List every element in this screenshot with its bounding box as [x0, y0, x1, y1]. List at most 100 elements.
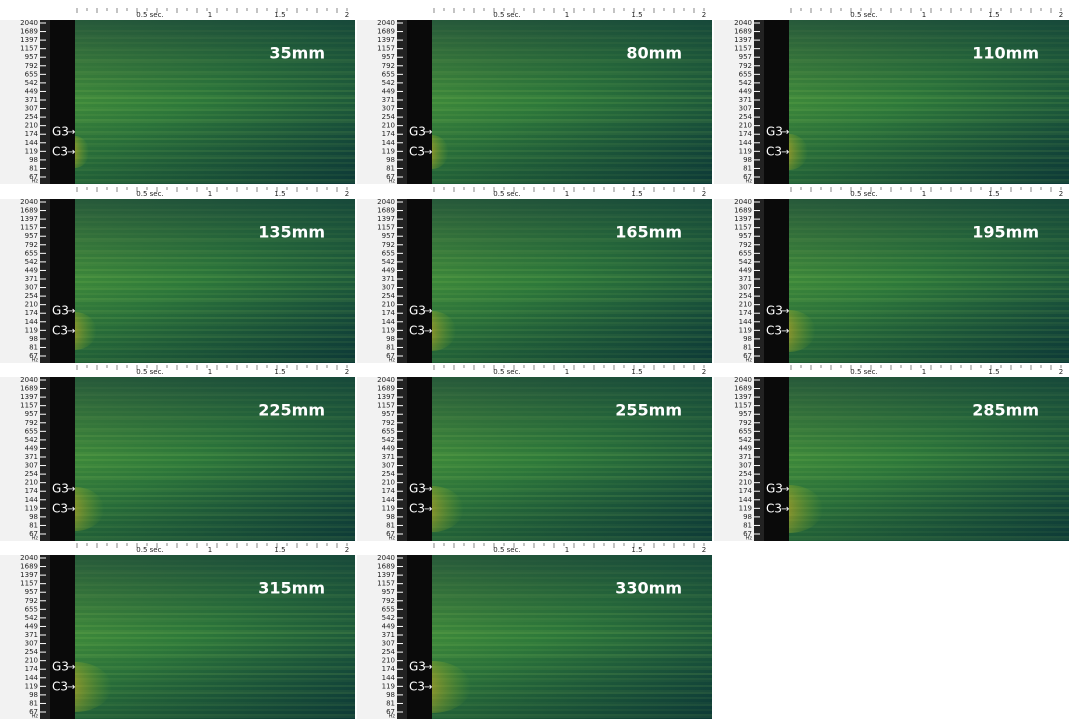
freq-tick-label: 371 [739, 453, 752, 461]
freq-tick-label: 81 [386, 521, 395, 529]
time-tick-label: 1 [922, 190, 926, 198]
time-tick-label: 0.5 sec. [850, 11, 877, 19]
panel-label: 330mm [615, 579, 682, 598]
note-marker: C3 [52, 145, 68, 159]
time-tick-label: 2 [345, 368, 349, 376]
freq-tick-label: 307 [25, 284, 38, 292]
freq-tick-label: 655 [739, 70, 752, 78]
time-tick-label: 1 [208, 190, 212, 198]
freq-tick-label: 792 [382, 419, 395, 427]
marker-strip [764, 199, 789, 363]
freq-tick-label: 655 [25, 249, 38, 257]
time-tick-label: 0.5 sec. [850, 368, 877, 376]
panel-label: 135mm [258, 223, 325, 242]
freq-tick-label: 542 [25, 79, 38, 87]
time-tick-label: 2 [1059, 368, 1063, 376]
note-marker: C3 [409, 680, 425, 694]
freq-tick-label: 957 [25, 53, 38, 61]
time-tick-label: 0.5 sec. [493, 11, 520, 19]
panel-label: 315mm [258, 579, 325, 598]
time-tick-label: 0.5 sec. [850, 190, 877, 198]
freq-tick-label: 254 [25, 292, 39, 300]
marker-strip [50, 377, 75, 541]
freq-tick-label: 81 [743, 164, 752, 172]
freq-unit: Hz [746, 536, 753, 542]
time-tick-label: 1.5 [274, 11, 285, 19]
freq-tick-label: 655 [739, 427, 752, 435]
freq-tick-label: 81 [386, 343, 395, 351]
time-tick-label: 0.5 sec. [493, 546, 520, 554]
spectrogram-panel: 2040168913971157957792655542449371307254… [357, 543, 712, 719]
freq-tick-label: 81 [29, 521, 38, 529]
time-tick-label: 1.5 [274, 190, 285, 198]
time-tick-label: 2 [1059, 11, 1063, 19]
time-tick-label: 2 [345, 190, 349, 198]
freq-tick-label: 1689 [377, 385, 395, 393]
freq-tick-label: 210 [25, 122, 38, 130]
freq-tick-label: 655 [382, 605, 395, 613]
freq-tick-label: 1689 [734, 207, 752, 215]
freq-tick-label: 449 [25, 266, 38, 274]
freq-tick-label: 1689 [20, 207, 38, 215]
freq-tick-label: 1157 [377, 224, 395, 232]
freq-unit: Hz [389, 714, 396, 720]
panel-svg: 2040168913971157957792655542449371307254… [0, 365, 355, 541]
freq-tick-label: 655 [739, 249, 752, 257]
freq-tick-label: 792 [739, 62, 752, 70]
freq-tick-label: 119 [382, 147, 395, 155]
freq-tick-label: 957 [25, 410, 38, 418]
freq-tick-label: 1689 [734, 385, 752, 393]
freq-tick-label: 542 [739, 436, 752, 444]
note-marker: C3 [409, 324, 425, 338]
freq-tick-label: 1397 [377, 215, 395, 223]
freq-tick-label: 307 [382, 284, 395, 292]
time-tick-label: 2 [702, 190, 706, 198]
marker-arrow: → [781, 484, 789, 495]
freq-tick-label: 98 [386, 335, 395, 343]
freq-tick-label: 371 [382, 631, 395, 639]
freq-tick-label: 307 [382, 105, 395, 113]
time-tick-label: 1 [922, 368, 926, 376]
time-tick-label: 0.5 sec. [136, 190, 163, 198]
note-marker: C3 [409, 502, 425, 516]
freq-tick-label: 792 [382, 62, 395, 70]
time-tick-label: 1.5 [988, 11, 999, 19]
freq-tick-label: 307 [739, 462, 752, 470]
freq-tick-label: 1397 [20, 571, 38, 579]
freq-tick-label: 542 [25, 614, 38, 622]
freq-tick-label: 81 [386, 699, 395, 707]
freq-tick-label: 119 [25, 326, 38, 334]
freq-tick-label: 2040 [734, 198, 752, 206]
freq-tick-label: 1689 [377, 563, 395, 571]
freq-tick-label: 174 [25, 309, 39, 317]
freq-tick-label: 254 [382, 292, 396, 300]
freq-tick-label: 2040 [377, 19, 395, 27]
freq-tick-label: 371 [25, 631, 38, 639]
freq-tick-label: 2040 [20, 554, 38, 562]
freq-unit: Hz [32, 536, 39, 542]
freq-tick-label: 371 [25, 96, 38, 104]
marker-arrow: → [781, 326, 789, 337]
freq-tick-label: 957 [382, 588, 395, 596]
marker-arrow: → [67, 147, 75, 158]
marker-arrow: → [781, 147, 789, 158]
freq-tick-label: 1397 [20, 215, 38, 223]
freq-tick-label: 98 [743, 156, 752, 164]
freq-tick-label: 174 [739, 309, 753, 317]
freq-tick-label: 254 [739, 113, 753, 121]
time-tick-label: 1.5 [631, 546, 642, 554]
freq-tick-label: 174 [382, 309, 396, 317]
freq-tick-label: 210 [25, 479, 38, 487]
freq-tick-label: 371 [382, 453, 395, 461]
freq-tick-label: 144 [382, 674, 396, 682]
marker-strip [50, 555, 75, 719]
freq-tick-label: 81 [743, 521, 752, 529]
freq-tick-label: 144 [25, 139, 39, 147]
marker-arrow: → [424, 147, 432, 158]
freq-tick-label: 957 [739, 53, 752, 61]
freq-tick-label: 792 [382, 597, 395, 605]
time-tick-label: 1 [565, 11, 569, 19]
freq-tick-label: 144 [739, 318, 753, 326]
freq-tick-label: 1157 [20, 580, 38, 588]
